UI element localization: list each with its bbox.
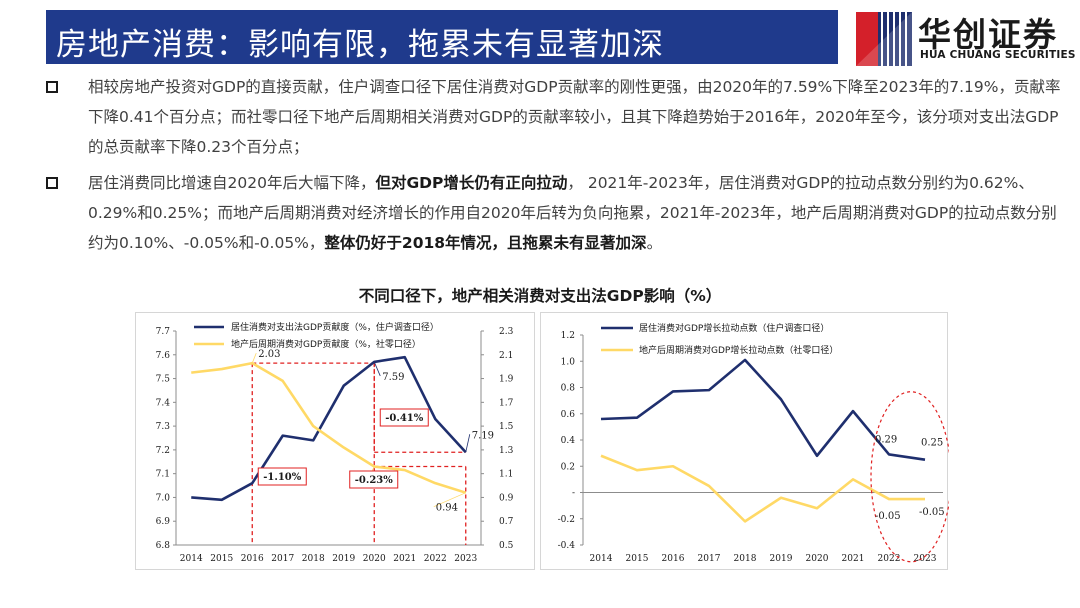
- legend-label: 居住消费对支出法GDP贡献度（%，住户调查口径）: [231, 321, 439, 333]
- data-label-leader: [373, 361, 381, 377]
- x-tick-label: 2018: [734, 554, 757, 564]
- x-tick-label: 2022: [424, 554, 447, 564]
- x-tick-label: 2017: [271, 554, 294, 564]
- data-label: 0.94: [436, 503, 458, 514]
- chart-panel-contribution: 6.8 6.9 7.0 7.1 7.2 7.3 7.4 7.5 7.6 7.7 0.5 0.7 0.9 1…: [135, 312, 535, 570]
- legend-label: 地产后周期消费对GDP增长拉动点数（社零口径）: [639, 344, 838, 356]
- x-tick-label: 2015: [210, 554, 233, 564]
- y-tick-label: 1.2: [561, 331, 575, 341]
- highlight-ellipse: [870, 391, 949, 563]
- y-right-tick-label: 1.1: [499, 470, 513, 480]
- x-tick-label: 2021: [842, 554, 865, 564]
- y-tick-label: 0.4: [561, 436, 576, 446]
- legend-label: 居住消费对GDP增长拉动点数（住户调查口径）: [639, 322, 829, 334]
- data-label: 0.25: [921, 438, 943, 449]
- annotation-label: -0.23%: [355, 475, 394, 486]
- y-left-tick-label: 7.5: [156, 375, 171, 385]
- y-left-tick-label: 7.7: [156, 327, 171, 337]
- y-left-tick-label: 7.0: [156, 493, 171, 503]
- y-tick-label: 0.2: [561, 462, 575, 472]
- y-right-tick-label: 2.3: [499, 327, 514, 337]
- logo-mark-icon: [856, 12, 912, 66]
- y-tick-label: -: [572, 489, 575, 499]
- y-left-tick-label: 6.9: [156, 517, 171, 527]
- x-tick-label: 2023: [914, 554, 937, 564]
- y-left-tick-label: 7.3: [156, 422, 171, 432]
- y-right-tick-label: 0.7: [499, 517, 514, 527]
- series-line-housing-pull: [600, 358, 926, 461]
- annotation-box: [379, 408, 429, 427]
- data-label: 7.59: [382, 372, 404, 383]
- contribution-chart: 6.8 6.9 7.0 7.1 7.2 7.3 7.4 7.5 7.6 7.7 0.5 0.7 0.9 1…: [156, 321, 514, 564]
- x-tick-label: 2017: [698, 554, 721, 564]
- x-tick-label: 2020: [806, 554, 829, 564]
- annotation-box: [349, 470, 399, 489]
- data-label-leader: [465, 434, 471, 453]
- x-tick-label: 2018: [302, 554, 325, 564]
- bullet-item: 居住消费同比增速自2020年后大幅下降，但对GDP增长仍有正向拉动， 2021年…: [44, 168, 1064, 258]
- y-right-tick-label: 1.7: [499, 398, 514, 408]
- data-label: -0.05: [919, 507, 945, 518]
- x-tick-label: 2023: [454, 554, 477, 564]
- x-tick-label: 2022: [878, 554, 901, 564]
- bullet-item: 相较房地产投资对GDP的直接贡献，住户调查口径下居住消费对GDP贡献率的刚性更强…: [44, 72, 1064, 162]
- x-tick-label: 2020: [363, 554, 386, 564]
- data-label: 0.29: [875, 434, 897, 445]
- bullet-text-emphasis: 整体仍好于2018年情况，且拖累未有显著加深: [324, 234, 647, 252]
- y-right-tick-label: 1.3: [499, 446, 514, 456]
- data-label: -0.05: [875, 511, 901, 522]
- bullet-text-emphasis: 但对GDP增长仍有正向拉动: [375, 174, 568, 192]
- y-left-tick-label: 7.4: [156, 398, 171, 408]
- series-line-post-cycle-pull: [600, 454, 925, 523]
- data-label-leader: [433, 492, 466, 508]
- y-tick-label: 1.0: [561, 357, 576, 367]
- page-title: 房地产消费：影响有限，拖累未有显著加深: [56, 27, 664, 63]
- y-left-tick-label: 7.1: [156, 470, 170, 480]
- bullet-text: 相较房地产投资对GDP的直接贡献，住户调查口径下居住消费对GDP贡献率的刚性更强…: [88, 78, 1061, 156]
- title-bar: 房地产消费：影响有限，拖累未有显著加深: [46, 10, 838, 64]
- x-tick-label: 2016: [662, 554, 685, 564]
- y-tick-label: -0.2: [558, 515, 575, 525]
- y-tick-label: -0.4: [558, 541, 576, 551]
- annotation-box: [257, 467, 307, 486]
- y-right-tick-label: 2.1: [499, 351, 513, 361]
- y-left-tick-label: 7.2: [156, 446, 170, 456]
- logo-name-cn: 华创证券: [918, 15, 1058, 54]
- annotation-label: -0.41%: [385, 413, 424, 424]
- x-tick-label: 2015: [626, 554, 649, 564]
- legend-label: 地产后周期消费对GDP贡献度（%，社零口径）: [231, 338, 421, 350]
- y-tick-label: 0.6: [561, 410, 576, 420]
- y-tick-label: 0.8: [561, 384, 576, 394]
- x-tick-label: 2014: [590, 554, 613, 564]
- x-tick-label: 2016: [241, 554, 264, 564]
- series-line-post-cycle: [191, 361, 467, 494]
- bullet-text: ， 2021年-2023年，居住消费对GDP的拉动点数分别约为0.62%、0.2…: [88, 174, 1057, 252]
- bullet-text: 居住消费同比增速自2020年后大幅下降，: [88, 174, 376, 192]
- x-tick-label: 2019: [770, 554, 793, 564]
- y-right-tick-label: 1.5: [499, 422, 514, 432]
- x-tick-label: 2019: [332, 554, 355, 564]
- y-right-tick-label: 0.5: [499, 541, 514, 551]
- data-label-leader: [251, 352, 257, 364]
- y-right-tick-label: 0.9: [499, 493, 514, 503]
- figure-title: 不同口径下，地产相关消费对支出法GDP影响（%）: [358, 287, 722, 305]
- y-left-tick-label: 6.8: [156, 541, 171, 551]
- series-line-housing: [191, 355, 467, 502]
- chart-panel-pull: -0.4 -0.2-0.2 0.4 0.6 0.8 1.0 1.2 2014 2015 2016 2…: [540, 312, 949, 570]
- bullet-square-icon: [46, 81, 58, 93]
- x-tick-label: 2021: [393, 554, 416, 564]
- logo-name-en: HUA CHUANG SECURITIES: [920, 49, 1076, 61]
- bullet-list: 相较房地产投资对GDP的直接贡献，住户调查口径下居住消费对GDP贡献率的刚性更强…: [44, 72, 1064, 264]
- bullet-square-icon: [46, 177, 58, 189]
- y-right-tick-label: 1.9: [499, 375, 514, 385]
- annotation-label: -1.10%: [263, 472, 302, 483]
- bullet-text: 。: [646, 234, 663, 252]
- brand-logo: 华创证券 HUA CHUANG SECURITIES: [852, 6, 1075, 68]
- data-label: 7.19: [472, 430, 494, 441]
- data-label: 2.03: [258, 349, 280, 360]
- y-left-tick-label: 7.6: [156, 351, 171, 361]
- x-tick-label: 2014: [180, 554, 203, 564]
